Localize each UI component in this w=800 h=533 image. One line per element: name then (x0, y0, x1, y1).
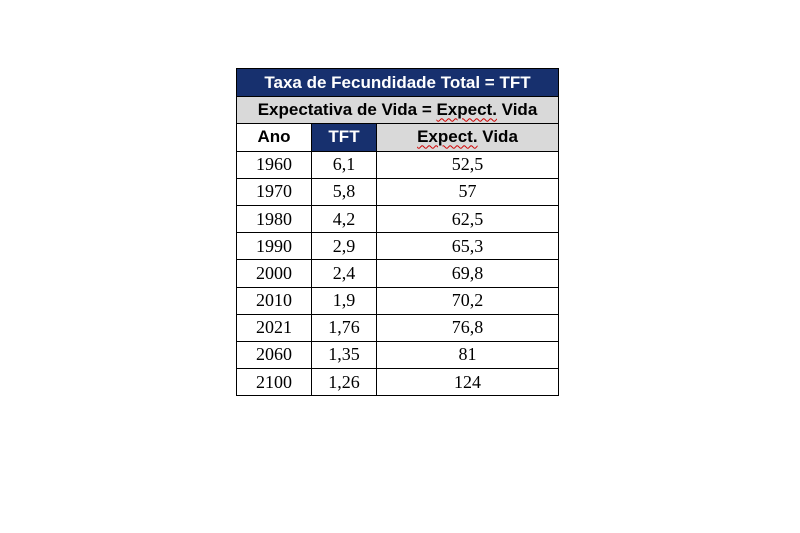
cell-expect-vida: 81 (458, 344, 477, 365)
header-ano: Ano (237, 124, 312, 151)
cell-tft: 1,9 (312, 287, 377, 314)
header-exp-suffix: Vida (477, 127, 518, 147)
table-row: 2021 1,76 76,8 (237, 313, 558, 341)
table-row: 1980 4,2 62,5 (237, 204, 558, 233)
cell-ano: 1970 (237, 178, 312, 205)
cell-ano: 2021 (237, 314, 312, 341)
cell-expect-vida: 57 (458, 181, 477, 202)
table-row: 2060 1,35 81 (237, 340, 558, 369)
cell-ano: 2010 (237, 287, 312, 314)
cell-expect-vida: 65,3 (451, 235, 484, 256)
cell-tft: 1,26 (312, 369, 377, 396)
table-row: 2010 1,9 70,2 (237, 286, 558, 314)
cell-tft: 1,35 (312, 341, 377, 369)
cell-expect-vida: 76,8 (451, 317, 484, 338)
cell-tft: 2,4 (312, 260, 377, 287)
cell-tft: 4,2 (312, 205, 377, 233)
subtitle-prefix: Expectativa de Vida = (257, 100, 437, 120)
cell-ano: 1960 (237, 151, 312, 178)
table-row: 1970 5,8 57 (237, 177, 558, 205)
cell-ano: 2100 (237, 369, 312, 396)
cell-expect-vida: 52,5 (451, 154, 484, 175)
table-row: 1990 2,9 65,3 (237, 232, 558, 260)
header-exp-term: Expect. (417, 127, 478, 147)
cell-ano: 1980 (237, 205, 312, 233)
cell-expect-vida: 124 (454, 371, 481, 392)
cell-expect-vida: 69,8 (451, 262, 484, 283)
cell-ano: 2060 (237, 341, 312, 369)
header-expect-vida: Expect. Vida (377, 124, 558, 151)
cell-expect-vida: 70,2 (451, 290, 484, 311)
table-row: 2100 1,26 124 (237, 368, 558, 396)
table-body: 1960 6,1 52,5 1970 5,8 57 1980 4,2 62,5 1990 2,9 65… (237, 150, 558, 396)
cell-tft: 5,8 (312, 178, 377, 205)
header-tft: TFT (312, 124, 377, 151)
cell-tft: 1,76 (312, 314, 377, 341)
table-header-row: Ano TFT Expect. Vida (237, 123, 558, 151)
table-title: Taxa de Fecundidade Total = TFT (237, 69, 558, 97)
fertility-life-expectancy-table: Taxa de Fecundidade Total = TFT Expectat… (236, 68, 559, 397)
subtitle-term: Expect. (436, 100, 497, 120)
cell-expect-vida: 62,5 (451, 208, 484, 229)
cell-tft: 2,9 (312, 233, 377, 260)
table-subtitle-row: Expectativa de Vida = Expect. Vida (237, 96, 558, 124)
table-subtitle: Expectativa de Vida = Expect. Vida (237, 97, 558, 124)
cell-ano: 1990 (237, 233, 312, 260)
cell-tft: 6,1 (312, 151, 377, 178)
table-row: 2000 2,4 69,8 (237, 259, 558, 287)
table-title-row: Taxa de Fecundidade Total = TFT (237, 69, 558, 97)
cell-ano: 2000 (237, 260, 312, 287)
table-row: 1960 6,1 52,5 (237, 150, 558, 178)
subtitle-suffix: Vida (496, 100, 538, 120)
